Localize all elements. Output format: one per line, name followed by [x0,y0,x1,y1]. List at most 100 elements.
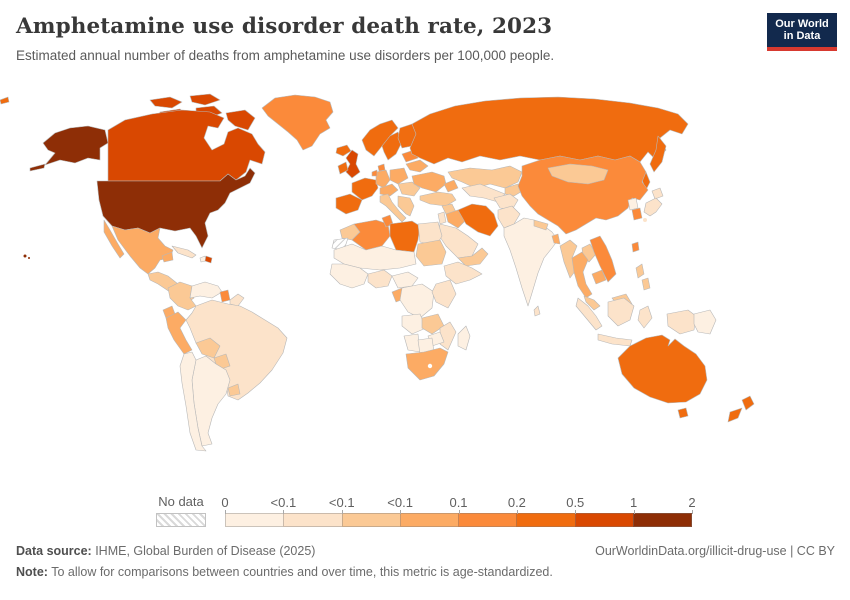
country-brazil[interactable] [185,299,288,401]
legend-tick-label-2: <0.1 [328,495,355,510]
country-chile[interactable] [179,351,207,452]
country-mexico-baja[interactable] [103,219,125,259]
legend-tick-mark-8 [692,510,693,514]
country-spain-portugal[interactable] [335,193,363,215]
country-angola[interactable] [401,313,427,335]
data-source-text: IHME, Global Burden of Disease (2025) [91,544,316,558]
legend-tick-label-6: 0.5 [566,495,585,510]
country-mongolia[interactable] [547,163,609,185]
country-australia-tasmania[interactable] [677,407,689,419]
legend-bin-7[interactable] [632,513,692,527]
country-venezuela[interactable] [189,281,223,299]
legend-no-data-swatch[interactable] [156,513,206,527]
country-iran[interactable] [457,203,499,237]
country-russia[interactable] [409,96,689,165]
country-india[interactable] [503,217,559,307]
country-zambia[interactable] [421,313,445,335]
legend-tick-label-5: 0.2 [507,495,526,510]
owid-url-license[interactable]: OurWorldinData.org/illicit-drug-use | CC… [595,544,835,558]
country-cambodia[interactable] [591,269,607,285]
country-iceland[interactable] [335,144,352,157]
country-sri-lanka[interactable] [533,305,541,317]
legend-bin-0[interactable] [225,513,285,527]
owid-logo[interactable]: Our World in Data [767,13,837,51]
country-china[interactable] [517,155,649,235]
country-italy[interactable] [379,193,407,223]
country-belarus[interactable] [405,159,429,173]
country-australia[interactable] [617,334,708,404]
owid-logo-line2: in Data [783,30,821,42]
country-japan[interactable] [643,187,664,222]
country-namibia[interactable] [403,333,421,353]
country-ireland[interactable] [337,161,349,175]
country-dr-congo[interactable] [399,283,435,319]
data-source-label: Data source: [16,544,92,558]
country-cuba[interactable] [171,245,197,259]
country-france[interactable] [351,177,379,201]
country-guyana[interactable] [219,289,231,303]
country-norway[interactable] [361,119,399,157]
country-north-korea[interactable] [627,197,639,211]
legend-tick-label-3: <0.1 [387,495,413,510]
country-papua-new-guinea[interactable] [693,309,717,335]
region-east-africa[interactable] [431,279,457,309]
country-lesotho[interactable] [427,363,433,369]
country-nigeria[interactable] [367,269,393,289]
country-denmark[interactable] [377,163,386,172]
country-hawaii[interactable] [23,254,27,258]
legend-bin-4[interactable] [458,513,518,527]
country-south-korea[interactable] [631,207,643,221]
country-benelux[interactable] [371,169,378,177]
country-vietnam[interactable] [589,235,617,283]
country-algeria[interactable] [351,219,391,251]
legend-bin-3[interactable] [399,513,459,527]
country-thailand[interactable] [571,251,593,299]
region-central-europe[interactable] [379,183,399,197]
country-germany[interactable] [375,169,391,189]
country-greenland[interactable] [261,94,334,151]
legend-swatch-row [225,513,692,527]
region-romania-hungary[interactable] [397,181,421,197]
region-caucasus[interactable] [443,179,459,193]
region-west-new-guinea[interactable] [666,309,697,335]
country-poland[interactable] [389,167,409,185]
region-horn-of-africa[interactable] [443,261,483,285]
country-libya[interactable] [389,220,421,253]
country-dominican-republic[interactable] [204,255,213,264]
country-peru[interactable] [165,311,193,355]
legend-tick-row: 0 <0.1 <0.1 <0.1 0.1 0.2 0.5 1 2 [221,494,696,514]
country-sudan[interactable] [415,239,447,267]
country-russia-kamchatka[interactable] [649,135,667,173]
country-uruguay[interactable] [227,383,241,397]
country-mexico-yucatan[interactable] [161,251,174,263]
country-sweden[interactable] [381,131,403,161]
country-taiwan[interactable] [631,241,640,253]
country-philippines[interactable] [635,263,651,291]
legend-bin-6[interactable] [574,513,634,527]
country-kazakhstan[interactable] [447,165,523,189]
legend-bin-2[interactable] [341,513,401,527]
country-hawaii-2[interactable] [28,257,30,259]
country-madagascar[interactable] [457,325,471,351]
region-central-africa[interactable] [391,271,419,289]
country-malaysia[interactable] [583,295,601,311]
country-ukraine[interactable] [411,171,447,193]
legend-bin-5[interactable] [516,513,576,527]
country-turkey[interactable] [419,191,457,207]
country-bolivia[interactable] [195,337,221,359]
country-bangladesh[interactable] [551,233,561,245]
country-united-kingdom[interactable] [345,149,361,179]
country-aleutians[interactable] [29,163,46,172]
legend-bin-1[interactable] [283,513,343,527]
legend-tick-label-1: <0.1 [270,495,297,510]
region-west-africa[interactable] [329,263,369,289]
country-south-africa[interactable] [405,347,449,381]
country-nepal[interactable] [533,219,549,231]
country-suriname[interactable] [229,293,245,307]
region-israel-jordan[interactable] [437,211,447,225]
country-alaska[interactable] [42,125,109,166]
country-new-zealand[interactable] [727,395,755,423]
country-chukotka-wrap[interactable] [0,96,10,105]
legend-tick-mark-4 [458,510,460,514]
region-balkans[interactable] [397,195,415,217]
